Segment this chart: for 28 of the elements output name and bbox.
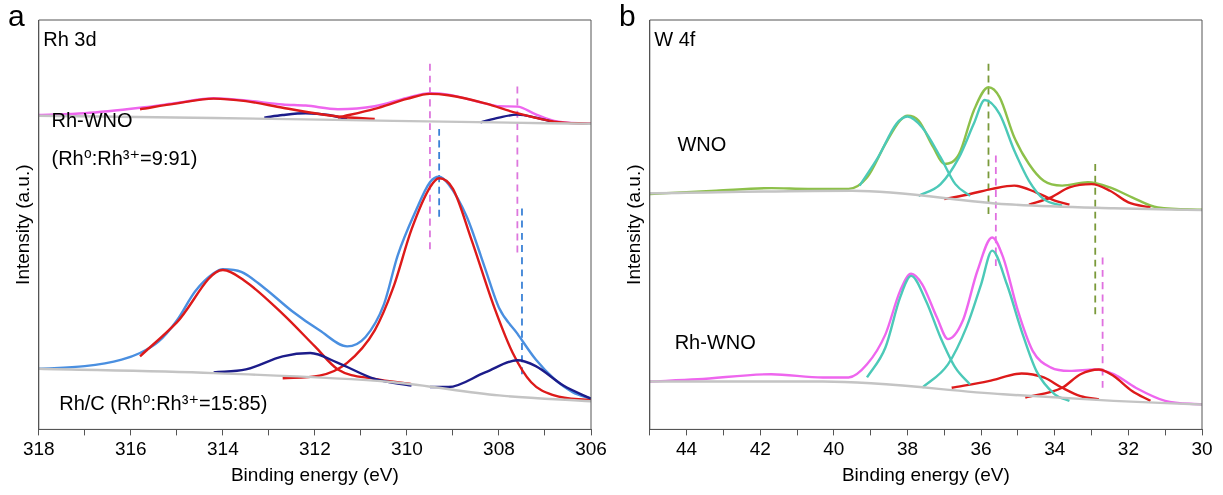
chart-title: b (619, 0, 636, 33)
x-tick-label: 314 (207, 438, 240, 460)
x-tick-label: 42 (749, 438, 771, 460)
y-axis-title: Intensity (a.u.) (622, 164, 644, 285)
x-tick-label: 36 (970, 438, 992, 460)
y-axis-title: Intensity (a.u.) (11, 164, 33, 285)
annotation: WNO (677, 133, 727, 156)
x-tick-label: 308 (483, 438, 515, 460)
x-tick-label: 40 (823, 438, 845, 460)
x-tick-label: 306 (575, 438, 607, 460)
x-axis-title: Binding energy (eV) (230, 463, 399, 485)
annotation: Rh-WNO (51, 109, 133, 132)
x-tick-label: 38 (896, 438, 919, 460)
text: Rh 3d (43, 27, 97, 50)
x-tick-label: 310 (391, 438, 423, 460)
x-tick-label: 316 (114, 438, 147, 460)
annotation: Rh/C (Rh⁰:Rh³⁺=15:85) (59, 392, 268, 415)
x-axis-title: Binding energy (eV) (841, 463, 1010, 485)
x-tick-label: 34 (1044, 438, 1066, 460)
annotation: (Rh⁰:Rh³⁺=9:91) (51, 146, 198, 169)
annotation: Rh-WNO (674, 330, 756, 353)
x-tick-label: 44 (676, 438, 698, 460)
x-tick-label: 318 (22, 438, 55, 460)
text: W 4f (654, 27, 696, 50)
x-tick-label: 312 (299, 438, 331, 460)
x-tick-label: 32 (1117, 438, 1139, 460)
x-tick-label: 30 (1191, 438, 1213, 460)
chart-title: a (8, 0, 25, 33)
